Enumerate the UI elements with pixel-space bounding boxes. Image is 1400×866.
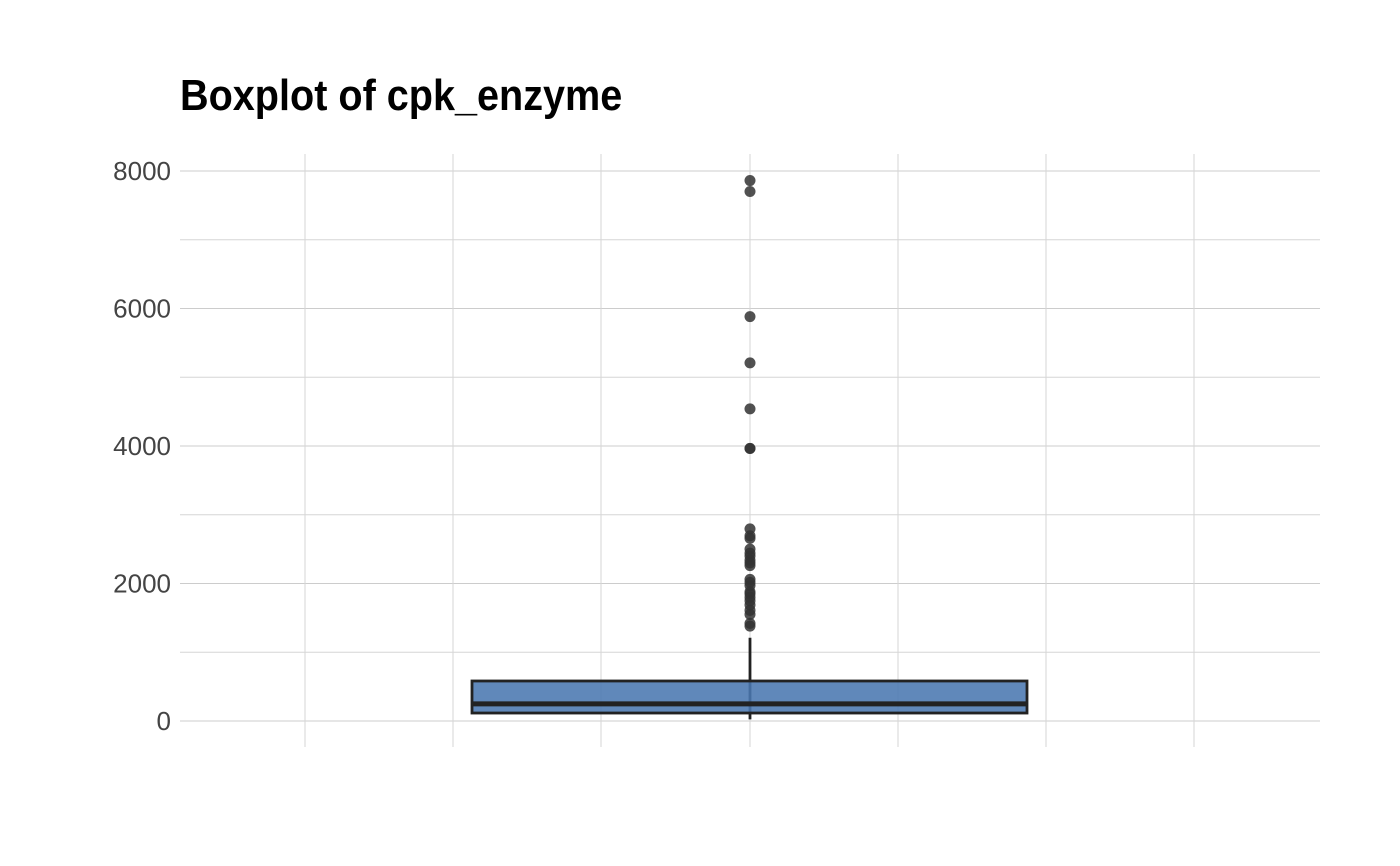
box-iqr: [470, 679, 1029, 715]
outlier-point: [744, 185, 756, 197]
y-tick-label: 2000: [113, 569, 171, 599]
y-axis-ticks: 0 2000 4000 6000 8000: [113, 156, 171, 736]
outlier-point: [744, 357, 756, 369]
outlier-point: [744, 403, 756, 415]
outlier-point: [744, 523, 756, 535]
outlier-point: [744, 175, 756, 187]
outlier-point: [744, 543, 756, 555]
outlier-layer: [744, 175, 756, 632]
outlier-point: [744, 442, 756, 454]
y-tick-label: 0: [157, 706, 171, 736]
chart-title: Boxplot of cpk_enzyme: [180, 71, 623, 120]
box-layer: [470, 637, 1029, 720]
y-tick-label: 6000: [113, 294, 171, 324]
outlier-point: [744, 617, 756, 629]
outlier-point: [744, 573, 756, 585]
y-tick-label: 4000: [113, 431, 171, 461]
y-tick-label: 8000: [113, 156, 171, 186]
outlier-point: [744, 311, 756, 323]
